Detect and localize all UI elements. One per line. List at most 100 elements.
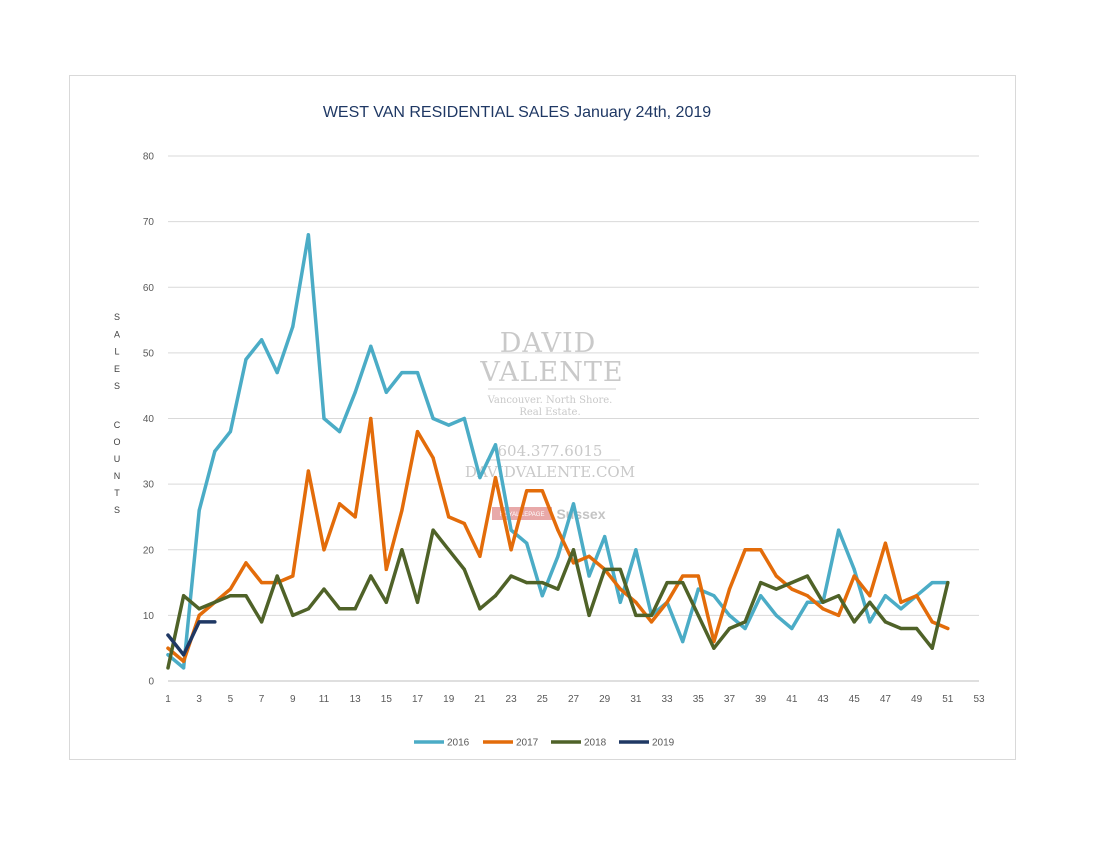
watermark-logo: DAVID VALENTE Vancouver. North Shore. Re… [465, 328, 635, 522]
data-point-2016 [493, 443, 498, 447]
data-point-2018 [400, 548, 404, 552]
data-point-2019 [166, 633, 170, 637]
data-point-2017 [322, 548, 326, 552]
x-tick-label: 3 [196, 694, 202, 705]
data-point-2017 [634, 600, 638, 604]
x-tick-label: 53 [973, 694, 985, 705]
x-tick-label: 33 [662, 694, 674, 705]
y-axis-label-letter: E [114, 364, 120, 374]
data-point-2017 [649, 620, 654, 624]
data-point-2016 [166, 653, 170, 657]
data-point-2017 [431, 456, 435, 460]
data-point-2016 [244, 357, 248, 362]
data-point-2018 [509, 574, 513, 578]
legend: 2016 2017 2018 2019 [414, 738, 675, 749]
data-point-2016 [743, 626, 747, 631]
legend-label-2019: 2019 [652, 738, 675, 749]
data-point-2018 [821, 600, 825, 604]
data-point-2019 [197, 620, 201, 624]
data-point-2016 [369, 344, 373, 348]
x-tick-label: 21 [474, 694, 486, 705]
data-point-2016 [478, 475, 482, 480]
data-point-2016 [759, 594, 763, 598]
data-point-2018 [478, 607, 482, 611]
x-tick-label: 25 [537, 694, 549, 705]
data-point-2018 [181, 594, 186, 598]
data-point-2018 [649, 613, 654, 617]
data-point-2017 [369, 416, 373, 421]
data-point-2016 [899, 607, 903, 611]
x-tick-label: 23 [506, 694, 518, 705]
data-point-2017 [665, 600, 669, 604]
x-tick-label: 27 [568, 694, 580, 705]
data-point-2016 [681, 640, 685, 644]
data-point-2017 [930, 620, 934, 624]
data-point-2018 [166, 666, 170, 670]
data-point-2016 [587, 574, 591, 578]
data-point-2018 [603, 567, 607, 572]
x-tick-label: 13 [350, 694, 362, 705]
data-point-2018 [213, 600, 217, 604]
x-tick-label: 37 [724, 694, 736, 705]
y-tick-label: 70 [143, 217, 155, 228]
series-line-2019 [166, 620, 217, 657]
data-point-2017 [852, 574, 856, 578]
data-point-2017 [166, 646, 170, 650]
y-tick-label: 60 [143, 283, 155, 294]
data-point-2018 [681, 580, 685, 585]
y-axis-label-letter: L [114, 347, 119, 357]
y-tick-label: 0 [148, 677, 154, 688]
data-point-2017 [478, 554, 482, 558]
data-point-2016 [603, 535, 607, 539]
data-point-2017 [727, 587, 732, 591]
data-point-2018 [540, 580, 544, 585]
data-point-2017 [291, 574, 295, 578]
data-point-2017 [384, 567, 388, 572]
x-tick-label: 1 [165, 694, 171, 705]
x-tick-label: 41 [786, 694, 798, 705]
data-point-2016 [337, 430, 342, 434]
data-point-2017 [353, 515, 357, 519]
y-axis-ticks: 0 10 20 30 40 50 60 70 80 [143, 152, 155, 688]
x-tick-label: 19 [443, 694, 455, 705]
data-point-2017 [415, 430, 420, 434]
y-tick-label: 20 [143, 545, 155, 556]
data-point-2016 [322, 416, 326, 421]
data-point-2016 [883, 594, 888, 598]
x-tick-label: 15 [381, 694, 393, 705]
data-point-2016 [837, 528, 841, 532]
data-point-2016 [634, 548, 638, 552]
data-point-2017 [244, 561, 248, 565]
data-point-2016 [790, 626, 794, 631]
y-axis-label-letter: N [114, 471, 121, 481]
y-axis-label-letter: S [114, 381, 120, 391]
y-axis-label-letter: A [114, 329, 120, 339]
x-tick-label: 9 [290, 694, 296, 705]
data-point-2018 [259, 620, 264, 624]
data-point-2016 [696, 587, 700, 591]
watermark-tagline2: Real Estate. [519, 407, 580, 418]
watermark-name-line2: VALENTE [479, 357, 623, 388]
data-point-2019 [181, 653, 186, 657]
data-point-2016 [447, 423, 451, 427]
data-point-2018 [369, 574, 373, 578]
data-point-2016 [509, 528, 513, 532]
watermark-name-line1: DAVID [500, 328, 597, 359]
data-point-2016 [197, 508, 201, 512]
data-point-2016 [571, 502, 576, 506]
data-point-2018 [868, 600, 872, 604]
data-point-2018 [774, 587, 778, 591]
data-point-2017 [197, 613, 201, 617]
data-point-2018 [727, 626, 732, 631]
x-tick-label: 51 [942, 694, 954, 705]
data-point-2017 [946, 626, 950, 631]
data-point-2018 [353, 607, 357, 611]
data-point-2017 [259, 580, 264, 585]
x-tick-label: 43 [817, 694, 829, 705]
data-point-2018 [447, 548, 451, 552]
x-tick-label: 45 [849, 694, 861, 705]
data-point-2017 [868, 594, 872, 598]
watermark-brokerage: Sussex [556, 506, 605, 522]
data-point-2017 [587, 554, 591, 558]
data-point-2017 [774, 574, 778, 578]
